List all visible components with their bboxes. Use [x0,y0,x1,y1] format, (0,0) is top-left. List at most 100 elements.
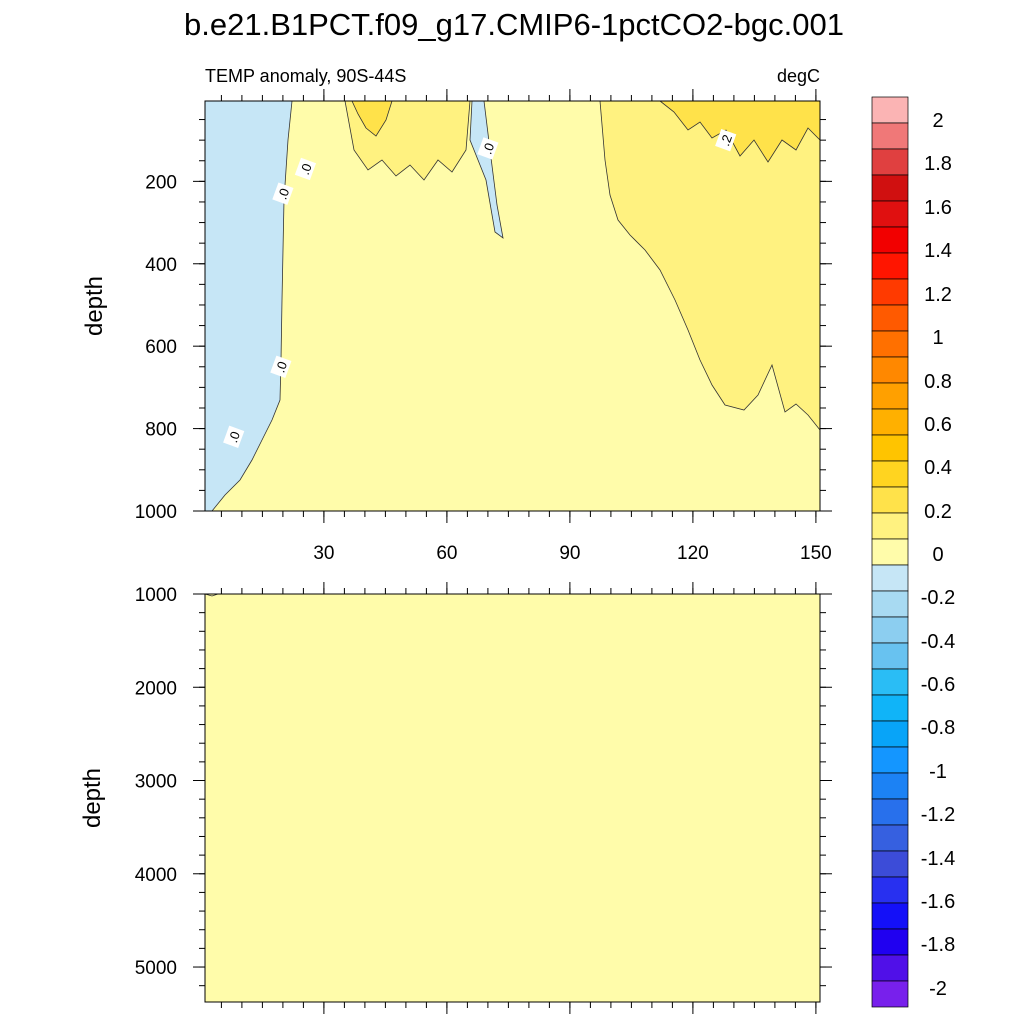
lower-panel-frame [204,593,821,1003]
colorbar-swatch [871,304,909,332]
lower-panel: 1000 2000 3000 4000 5000 depth [79,582,832,1014]
contour-label-text: .2 [717,133,735,148]
contour-label-text: .0 [225,429,243,444]
colorbar-label: 1.2 [924,284,952,306]
colorbar-swatch [871,902,909,930]
lower-panel-edge-contour [204,593,219,597]
colorbar-swatch [871,564,909,592]
colorbar-label: -1 [929,761,947,783]
colorbar-label: -0.6 [921,674,955,696]
colorbar-swatch [871,486,909,514]
colorbar-swatch [871,148,909,176]
colorbar-label: -0.4 [921,631,955,653]
colorbar-swatch [871,772,909,800]
colorbar-swatch [871,720,909,748]
upper-panel-y-axis: 200 400 600 800 1000 [135,119,832,523]
upper-panel-warm-region [599,100,821,432]
colorbar-label: 0.4 [924,457,952,479]
contour-label: .0 [477,137,499,160]
contour-label-box [223,425,245,449]
x-tick-label: 120 [677,543,709,564]
x-tick-label: 150 [800,543,832,564]
colorbar-swatch [871,122,909,150]
colorbar-swatch [871,668,909,696]
y-tick-label: 1000 [135,585,177,606]
units-label: degC [777,66,820,86]
y-tick-label: 800 [145,420,177,441]
y-tick-label: 2000 [135,678,177,699]
contour-label-text: .0 [274,186,292,201]
colorbar: 2 1.8 1.6 1.4 1.2 1 0.8 0.6 0.4 0.2 0 -0.2 -0.4 -0.6 -… [871,96,955,1008]
lower-panel-y-axis-label: depth [79,768,106,828]
colorbar-swatch [871,928,909,956]
contour-label-text: .0 [479,141,497,156]
chart-title: b.e21.B1PCT.f09_g17.CMIP6-1pctCO2-bgc.00… [184,7,844,42]
y-tick-label: 200 [145,172,177,193]
colorbar-label: 0.2 [924,501,952,523]
y-tick-label: 1000 [135,502,177,523]
contour-label: .0 [294,157,317,181]
colorbar-label: 2 [932,110,943,132]
colorbar-swatch [871,434,909,462]
y-tick-label: 400 [145,255,177,276]
upper-panel-cold-region [204,100,293,512]
colorbar-swatch [871,746,909,774]
contour-label-box [715,128,737,152]
upper-panel-cold-streak [469,100,504,239]
colorbar-swatch [871,590,909,618]
y-tick-label: 3000 [135,772,177,793]
colorbar-swatch [871,824,909,852]
colorbar-label: -0.2 [921,587,955,609]
y-tick-label: 5000 [135,958,177,979]
colorbar-label: 1 [932,327,943,349]
colorbar-swatch [871,382,909,410]
y-tick-label: 4000 [135,865,177,886]
contour-label-box [270,355,292,378]
lower-panel-y-axis: 1000 2000 3000 4000 5000 [135,585,832,987]
colorbar-label: 0.6 [924,414,952,436]
colorbar-swatch [871,174,909,202]
left-subtitle: TEMP anomaly, 90S-44S [205,66,406,86]
contour-label: .0 [272,182,294,205]
colorbar-label: 1.8 [924,153,952,175]
colorbar-swatch [871,278,909,306]
colorbar-swatch [871,356,909,384]
colorbar-swatch [871,460,909,488]
colorbar-swatch [871,512,909,540]
colorbar-swatch [871,616,909,644]
colorbar-label: -0.8 [921,717,955,739]
contour-label-text: .0 [272,359,290,374]
colorbar-label: -1.8 [921,934,955,956]
colorbar-swatch [871,252,909,280]
colorbar-label: -1.6 [921,891,955,913]
contour-label: .0 [270,355,292,378]
lower-panel-background [205,594,820,1002]
upper-panel-x-axis: 30 60 90 120 150 [220,89,832,564]
contour-label-box [272,182,294,205]
colorbar-swatch [871,408,909,436]
contour-label-box [477,137,499,160]
lower-panel-x-axis [220,582,817,1014]
colorbar-swatch [871,876,909,904]
contour-label-text: .0 [297,162,315,177]
colorbar-label: 0.8 [924,371,952,393]
colorbar-swatch [871,642,909,670]
colorbar-swatch [871,330,909,358]
upper-panel-frame [204,100,821,512]
upper-panel-y-axis-label: depth [81,276,108,336]
contour-label-box [294,157,317,181]
x-tick-label: 60 [436,543,457,564]
upper-panel-surface-warm [658,100,821,163]
colorbar-label: 0 [932,544,943,566]
colorbar-swatch [871,538,909,566]
colorbar-swatch [871,954,909,982]
colorbar-label: -1.2 [921,804,955,826]
colorbar-swatch [871,200,909,228]
contour-label: .0 [223,425,245,449]
colorbar-swatch [871,96,909,124]
x-tick-label: 30 [313,543,334,564]
colorbar-label: -2 [929,978,947,1000]
x-tick-label: 90 [559,543,580,564]
colorbar-swatch [871,694,909,722]
